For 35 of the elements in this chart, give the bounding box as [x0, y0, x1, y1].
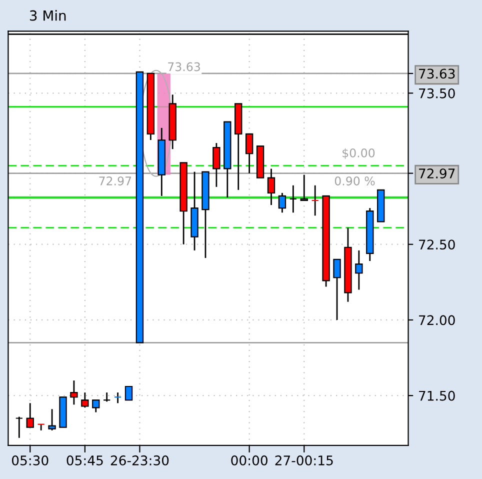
candlestick — [333, 258, 341, 321]
candlestick — [278, 192, 286, 214]
candlestick — [114, 392, 122, 404]
candlestick — [212, 142, 220, 188]
candlestick — [102, 392, 111, 402]
x-tick-label: 00:00 — [231, 455, 268, 466]
annotation: $0.00 — [342, 148, 375, 159]
candlestick — [15, 416, 23, 439]
y-tick-label: 73.63 — [419, 68, 455, 79]
chart-title: 3 Min — [30, 10, 66, 21]
y-tick-label: 71.50 — [419, 390, 455, 401]
ref-line-label: 73.63 — [168, 62, 200, 72]
y-tick-label: 72.97 — [419, 168, 455, 178]
candlestick — [267, 168, 276, 206]
candlestick — [289, 184, 298, 214]
x-tick-label: 26-23:30 — [110, 455, 169, 466]
ref-line-label: 72.97 — [99, 176, 132, 186]
candlestick — [48, 408, 56, 432]
y-tick-label: 72.50 — [419, 240, 455, 250]
candlestick — [81, 392, 89, 408]
candlestick — [26, 402, 34, 428]
y-tick-label: 73.50 — [419, 88, 455, 98]
candlestick — [124, 386, 133, 401]
candlestick — [300, 174, 308, 202]
y-tick-label: 72.00 — [419, 315, 455, 326]
x-tick-label: 05:45 — [66, 455, 103, 466]
x-tick-label: 27-00:15 — [275, 455, 333, 466]
candlestick — [245, 133, 254, 174]
candlestick — [92, 399, 100, 413]
candlestick — [70, 380, 78, 406]
candlestick — [355, 250, 363, 290]
x-tick-label: 05:30 — [12, 455, 48, 466]
annotation: 0.90 % — [334, 176, 375, 186]
candlestick — [311, 184, 319, 216]
candlestick — [37, 424, 45, 432]
